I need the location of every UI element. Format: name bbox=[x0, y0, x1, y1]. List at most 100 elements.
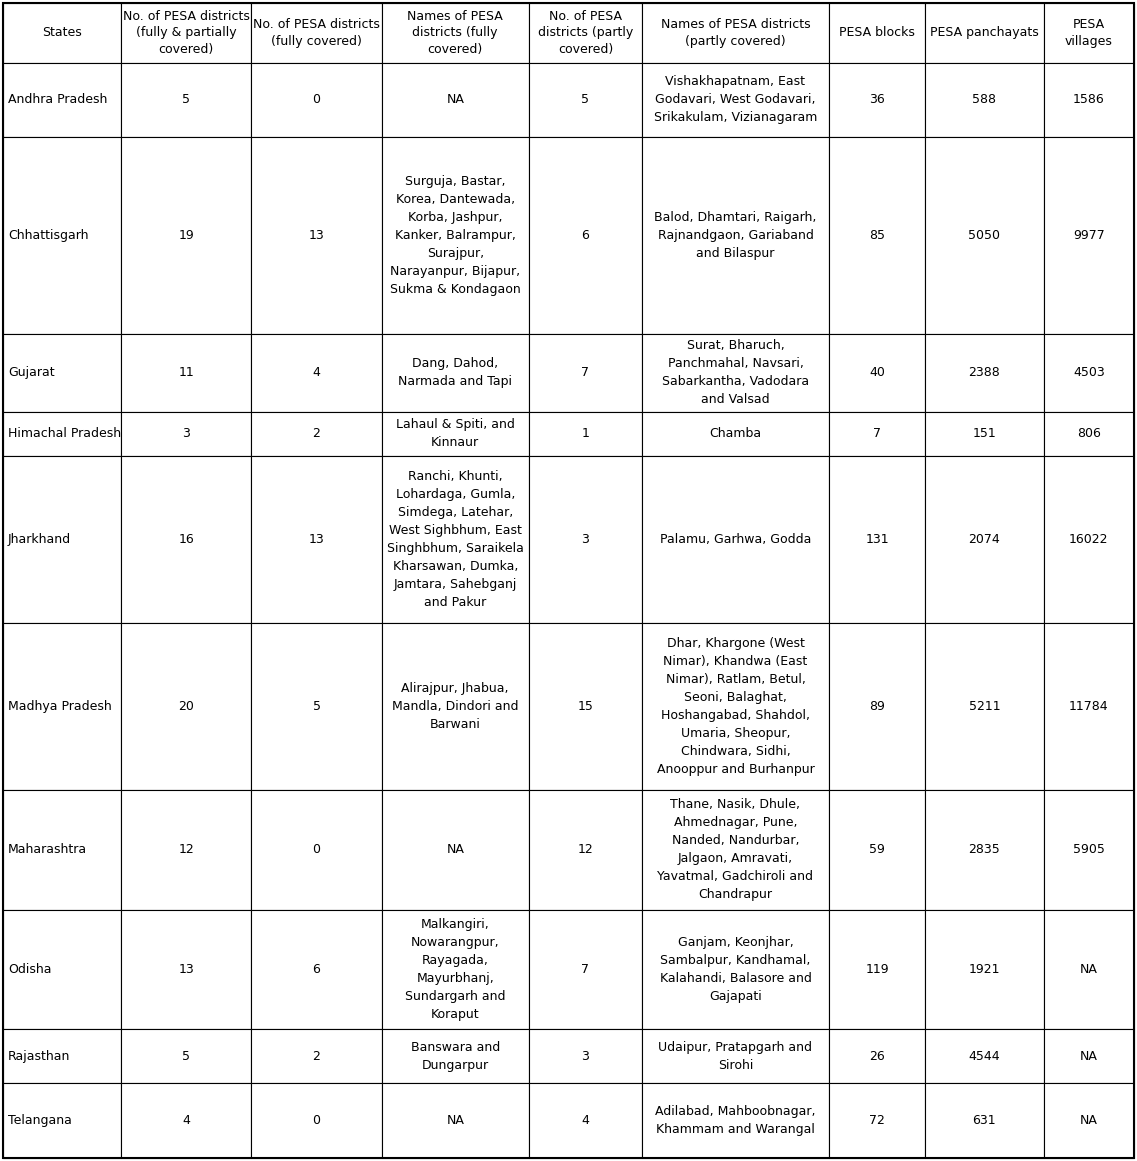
Bar bbox=[122, 791, 251, 909]
Bar bbox=[529, 791, 642, 909]
Bar bbox=[829, 411, 926, 456]
Text: Balod, Dhamtari, Raigarh,
Rajnandgaon, Gariaband
and Bilaspur: Balod, Dhamtari, Raigarh, Rajnandgaon, G… bbox=[654, 211, 816, 260]
Bar bbox=[926, 63, 1044, 137]
Bar bbox=[529, 3, 642, 63]
Bar bbox=[642, 1029, 829, 1083]
Bar bbox=[926, 456, 1044, 623]
Bar bbox=[529, 334, 642, 411]
Text: 7: 7 bbox=[581, 366, 589, 380]
Text: 5: 5 bbox=[581, 93, 589, 107]
Bar bbox=[3, 456, 122, 623]
Bar bbox=[829, 137, 926, 334]
Text: 1: 1 bbox=[581, 427, 589, 440]
Text: Himachal Pradesh: Himachal Pradesh bbox=[8, 427, 122, 440]
Bar bbox=[1044, 456, 1134, 623]
Bar bbox=[529, 909, 642, 1029]
Bar bbox=[3, 137, 122, 334]
Text: Malkangiri,
Nowarangpur,
Rayagada,
Mayurbhanj,
Sundargarh and
Koraput: Malkangiri, Nowarangpur, Rayagada, Mayur… bbox=[405, 917, 506, 1021]
Text: Alirajpur, Jhabua,
Mandla, Dindori and
Barwani: Alirajpur, Jhabua, Mandla, Dindori and B… bbox=[392, 683, 518, 731]
Text: 12: 12 bbox=[578, 843, 594, 857]
Text: PESA
villages: PESA villages bbox=[1065, 19, 1113, 48]
Bar bbox=[251, 456, 382, 623]
Text: 7: 7 bbox=[873, 427, 881, 440]
Bar bbox=[926, 1029, 1044, 1083]
Text: 2074: 2074 bbox=[969, 533, 1001, 546]
Text: 0: 0 bbox=[313, 1115, 321, 1127]
Bar bbox=[1044, 791, 1134, 909]
Text: Ranchi, Khunti,
Lohardaga, Gumla,
Simdega, Latehar,
West Sighbhum, East
Singhbhu: Ranchi, Khunti, Lohardaga, Gumla, Simdeg… bbox=[387, 470, 524, 610]
Bar bbox=[529, 623, 642, 791]
Bar bbox=[529, 456, 642, 623]
Bar bbox=[382, 623, 529, 791]
Text: 16022: 16022 bbox=[1069, 533, 1109, 546]
Bar bbox=[829, 909, 926, 1029]
Bar bbox=[382, 1083, 529, 1158]
Bar bbox=[251, 1083, 382, 1158]
Bar bbox=[382, 137, 529, 334]
Text: 4544: 4544 bbox=[969, 1050, 1001, 1062]
Text: Lahaul & Spiti, and
Kinnaur: Lahaul & Spiti, and Kinnaur bbox=[396, 418, 515, 449]
Text: 4: 4 bbox=[313, 366, 321, 380]
Bar bbox=[251, 63, 382, 137]
Bar bbox=[642, 1083, 829, 1158]
Bar bbox=[529, 137, 642, 334]
Bar bbox=[122, 909, 251, 1029]
Text: No. of PESA
districts (partly
covered): No. of PESA districts (partly covered) bbox=[538, 9, 633, 56]
Bar bbox=[1044, 3, 1134, 63]
Bar bbox=[642, 137, 829, 334]
Bar bbox=[251, 137, 382, 334]
Bar bbox=[251, 623, 382, 791]
Text: 5211: 5211 bbox=[969, 700, 1001, 713]
Text: 2: 2 bbox=[313, 427, 321, 440]
Bar bbox=[251, 909, 382, 1029]
Text: NA: NA bbox=[1080, 1050, 1097, 1062]
Bar bbox=[1044, 334, 1134, 411]
Bar bbox=[829, 1083, 926, 1158]
Bar bbox=[642, 456, 829, 623]
Bar bbox=[122, 1029, 251, 1083]
Text: Odisha: Odisha bbox=[8, 962, 51, 975]
Bar bbox=[642, 909, 829, 1029]
Bar bbox=[829, 791, 926, 909]
Bar bbox=[926, 334, 1044, 411]
Bar bbox=[926, 137, 1044, 334]
Bar bbox=[122, 63, 251, 137]
Bar bbox=[122, 137, 251, 334]
Bar bbox=[926, 791, 1044, 909]
Bar bbox=[382, 456, 529, 623]
Bar bbox=[926, 909, 1044, 1029]
Bar bbox=[122, 623, 251, 791]
Text: 26: 26 bbox=[869, 1050, 885, 1062]
Text: 131: 131 bbox=[865, 533, 889, 546]
Bar bbox=[3, 3, 122, 63]
Text: 2: 2 bbox=[313, 1050, 321, 1062]
Text: States: States bbox=[42, 27, 82, 39]
Text: Telangana: Telangana bbox=[8, 1115, 72, 1127]
Bar bbox=[1044, 1029, 1134, 1083]
Text: 20: 20 bbox=[179, 700, 194, 713]
Text: Thane, Nasik, Dhule,
Ahmednagar, Pune,
Nanded, Nandurbar,
Jalgaon, Amravati,
Yav: Thane, Nasik, Dhule, Ahmednagar, Pune, N… bbox=[657, 799, 813, 901]
Bar bbox=[3, 411, 122, 456]
Text: No. of PESA districts
(fully covered): No. of PESA districts (fully covered) bbox=[254, 19, 380, 48]
Text: Udaipur, Pratapgarh and
Sirohi: Udaipur, Pratapgarh and Sirohi bbox=[658, 1040, 813, 1072]
Text: Ganjam, Keonjhar,
Sambalpur, Kandhamal,
Kalahandi, Balasore and
Gajapati: Ganjam, Keonjhar, Sambalpur, Kandhamal, … bbox=[659, 936, 812, 1003]
Bar bbox=[382, 1029, 529, 1083]
Text: 12: 12 bbox=[179, 843, 194, 857]
Text: 5: 5 bbox=[182, 93, 190, 107]
Text: NA: NA bbox=[446, 93, 464, 107]
Bar bbox=[926, 623, 1044, 791]
Bar bbox=[122, 411, 251, 456]
Text: Rajasthan: Rajasthan bbox=[8, 1050, 70, 1062]
Text: Chhattisgarh: Chhattisgarh bbox=[8, 229, 89, 243]
Text: 0: 0 bbox=[313, 843, 321, 857]
Text: 588: 588 bbox=[972, 93, 996, 107]
Bar bbox=[642, 3, 829, 63]
Bar bbox=[382, 334, 529, 411]
Bar bbox=[382, 411, 529, 456]
Text: 806: 806 bbox=[1077, 427, 1101, 440]
Text: 0: 0 bbox=[313, 93, 321, 107]
Bar bbox=[642, 411, 829, 456]
Text: Dang, Dahod,
Narmada and Tapi: Dang, Dahod, Narmada and Tapi bbox=[398, 358, 512, 388]
Bar bbox=[829, 456, 926, 623]
Text: 9977: 9977 bbox=[1073, 229, 1105, 243]
